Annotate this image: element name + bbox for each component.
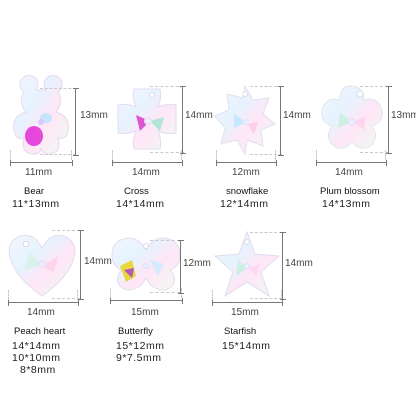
snowflake-pendant-image — [214, 84, 276, 156]
plum-blossom-name: Plum blossom — [320, 186, 380, 197]
starfish-size-1: 15*14mm — [222, 340, 271, 352]
butterfly-size-1: 15*12mm — [116, 340, 165, 352]
snowflake-width-dimension — [216, 160, 277, 166]
butterfly-name: Butterfly — [118, 326, 153, 337]
plum-blossom-width-label: 14mm — [335, 167, 363, 178]
butterfly-size-2: 9*7.5mm — [116, 352, 162, 364]
peach-heart-pendant-image — [6, 228, 78, 300]
plum-blossom-pendant-image — [314, 82, 386, 154]
plum-blossom-width-dimension — [316, 160, 387, 166]
starfish-width-dimension — [212, 300, 283, 306]
bear-name: Bear — [24, 186, 45, 197]
snowflake-width-label: 12mm — [232, 167, 260, 178]
bear-size-1: 11*13mm — [12, 198, 60, 210]
peach-heart-width-label: 14mm — [27, 307, 55, 318]
peach-heart-width-dimension — [8, 300, 79, 306]
cross-height-label: 14mm — [185, 110, 213, 121]
snowflake-size-1: 12*14mm — [220, 198, 269, 210]
peach-heart-height-dimension — [78, 230, 84, 300]
starfish-name: Starfish — [224, 326, 257, 337]
plum-blossom-height-label: 13mm — [391, 110, 416, 121]
bear-width-label: 11mm — [25, 167, 53, 178]
bear-height-dimension — [73, 88, 79, 156]
bear-width-dimension — [10, 160, 73, 166]
cross-size-1: 14*14mm — [116, 198, 165, 210]
cross-pendant-image — [112, 85, 182, 155]
plum-blossom-size-1: 14*13mm — [322, 198, 371, 210]
cross-name: Cross — [124, 186, 149, 197]
cross-height-dimension — [180, 86, 186, 154]
peach-heart-name: Peach heart — [14, 326, 66, 337]
bear-pendant-image — [10, 75, 72, 156]
cross-width-dimension — [112, 160, 183, 166]
peach-heart-height-label: 14mm — [84, 256, 112, 267]
starfish-height-dimension — [280, 232, 286, 300]
starfish-pendant-image — [212, 230, 282, 300]
butterfly-width-dimension — [110, 298, 183, 304]
peach-heart-size-1: 14*14mm — [12, 340, 61, 352]
peach-heart-size-3: 8*8mm — [20, 364, 56, 376]
peach-heart-size-2: 10*10mm — [12, 352, 61, 364]
bear-height-label: 13mm — [80, 110, 108, 121]
snowflake-height-label: 14mm — [283, 110, 311, 121]
starfish-height-label: 14mm — [285, 258, 313, 269]
cross-width-label: 14mm — [132, 167, 160, 178]
butterfly-height-dimension — [178, 240, 184, 294]
snowflake-height-dimension — [278, 86, 284, 156]
snowflake-name: snowflake — [226, 186, 269, 197]
starfish-width-label: 15mm — [231, 307, 259, 318]
plum-blossom-height-dimension — [386, 86, 392, 154]
butterfly-pendant-image — [110, 236, 182, 296]
butterfly-width-label: 15mm — [131, 307, 159, 318]
butterfly-height-label: 12mm — [183, 258, 211, 269]
